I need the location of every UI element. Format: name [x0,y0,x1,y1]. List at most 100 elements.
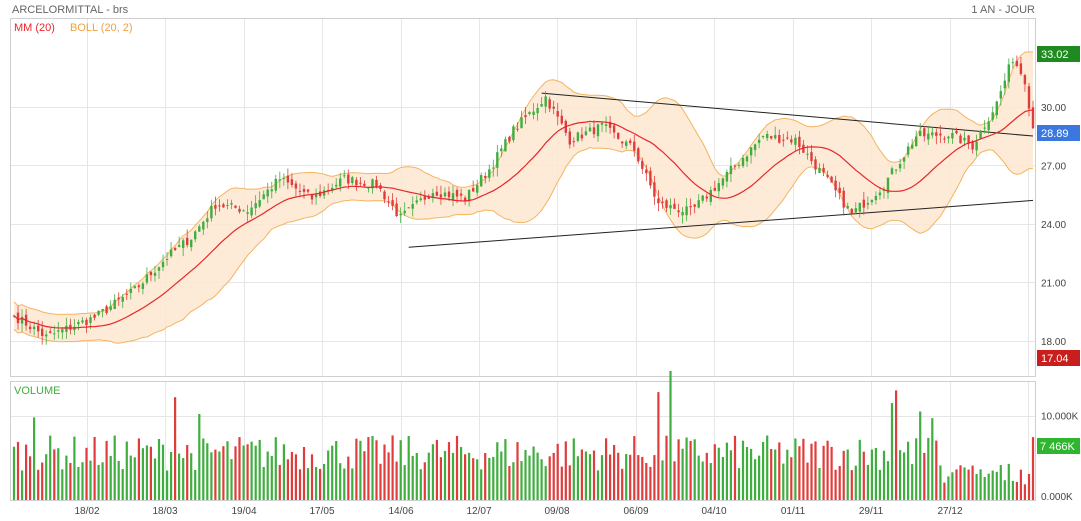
candle-body [858,202,861,212]
volume-bar [29,456,32,500]
date-tick: 19/04 [231,506,256,517]
mm20-line [13,109,1034,329]
volume-bar [818,468,821,500]
volume-bar [492,456,495,500]
volume-bar [657,392,660,500]
volume-bar [218,451,221,500]
volume-bar [754,459,757,500]
date-tick: 06/09 [623,506,648,517]
candle-body [1023,75,1027,85]
volume-bar [480,469,483,500]
candle-body [753,144,757,151]
candle-body [451,193,455,201]
volume-bar [693,439,696,500]
candle-body [77,322,80,325]
candle-body [407,207,410,209]
volume-bar [73,436,76,500]
candle-body [560,115,563,124]
candle-body [335,184,338,187]
candle-body [653,182,656,197]
candle-body [846,206,849,209]
candle-body [915,136,918,147]
candle-body [1019,63,1023,75]
volume-bar [568,465,571,500]
volume-bar [178,453,181,500]
candle-body [270,189,273,192]
volume-bar [653,455,656,500]
candle-body [733,165,737,167]
candle-body [943,138,946,140]
volume-bar [689,441,692,500]
candle-body [906,146,910,155]
volume-bar [629,454,632,500]
volume-bar [41,462,44,500]
candle-body [57,330,60,332]
candle-body [431,193,435,198]
volume-bar [460,447,463,500]
candle-body [657,198,660,204]
volume-bar [834,469,837,500]
volume-bar [282,444,285,500]
candle-body [641,161,644,169]
volume-bar [423,462,426,500]
volume-bar [327,450,330,500]
candle-body [69,324,72,330]
candle-body [612,125,616,133]
candle-body [488,169,491,178]
volume-bar [266,451,269,500]
candle-body [629,140,632,144]
candle-body [20,316,24,324]
volume-bar [57,448,60,500]
candle-body [1011,62,1015,64]
candle-body [1003,80,1006,89]
volume-bar [641,456,644,500]
candle-body [93,314,96,318]
candle-body [548,99,551,109]
volume-bar [778,442,781,500]
volume-bar [923,452,926,500]
candle-body [971,141,974,150]
candle-body [1031,107,1035,129]
candlesticks [12,55,1035,345]
volume-bar [580,449,583,500]
candle-body [693,204,696,207]
badge-high-text: 33.02 [1041,49,1069,61]
candle-body [854,208,857,213]
volume-bar [347,456,350,500]
volume-bar [617,452,620,500]
volume-bar [697,455,700,500]
volume-bar [899,450,902,500]
candle-body [604,124,608,126]
volume-bar [238,437,241,500]
volume-bar [117,460,120,500]
volume-bar [375,440,378,500]
volume-bar [214,449,217,500]
candle-body [89,317,92,323]
volume-bar [363,451,366,500]
candle-body [669,205,672,209]
candle-body [947,136,950,139]
volume-bar [286,459,289,500]
candle-body [371,179,374,189]
volume-bar [798,446,801,500]
volume-bar [532,446,535,500]
candle-body [198,226,201,232]
volume-bar [141,448,144,500]
volume-bar [588,454,592,500]
candle-body [129,288,132,293]
candle-body [339,178,342,187]
volume-bar [484,453,487,500]
candle-body [520,117,523,129]
volume-bar [858,439,861,500]
candle-body [480,175,483,187]
volume-bar [170,452,173,500]
candle-body [439,194,443,198]
candle-body [870,199,874,203]
candle-body [355,179,358,186]
volume-bar [677,439,680,500]
volume-bar [737,468,741,500]
badge-high: 33.02 [1037,46,1080,62]
candle-body [294,183,298,189]
volume-bar [564,441,567,500]
